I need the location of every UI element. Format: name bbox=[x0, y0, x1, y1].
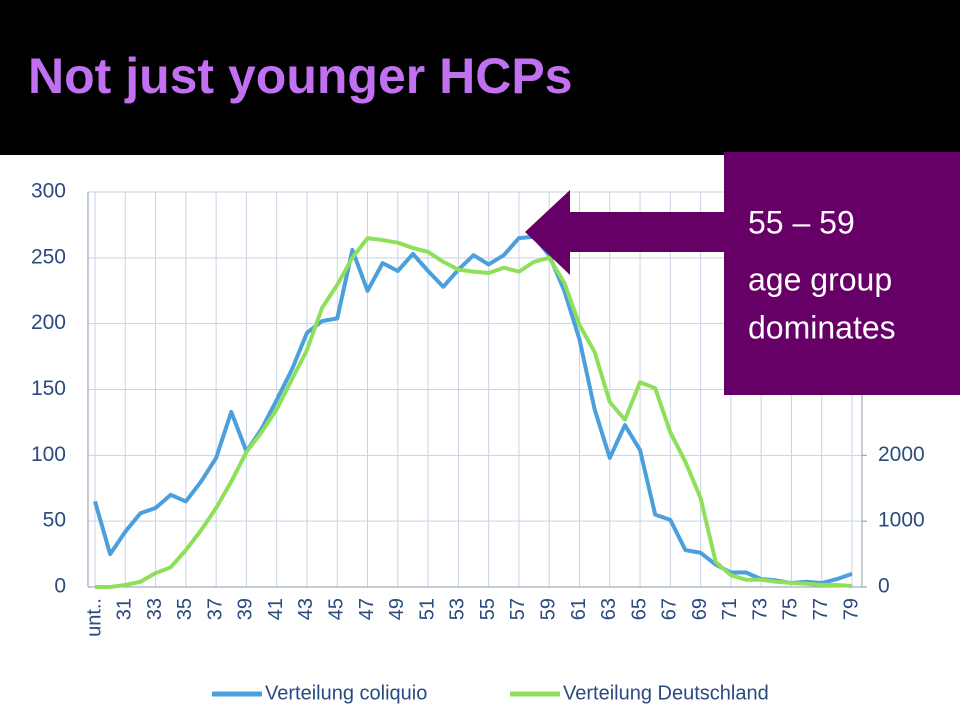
x-tick-label: 45 bbox=[326, 598, 348, 620]
series-line bbox=[95, 236, 853, 589]
x-tick-label: unt.. bbox=[83, 598, 105, 637]
x-tick-label: 65 bbox=[628, 598, 650, 620]
x-tick-label: 41 bbox=[265, 598, 287, 620]
x-tick-label: 75 bbox=[780, 598, 802, 620]
legend-label: Verteilung Deutschland bbox=[563, 682, 769, 704]
y-tick-label: 250 bbox=[31, 245, 66, 268]
x-tick-label: 35 bbox=[174, 598, 196, 620]
callout-text: 55 – 59 bbox=[748, 204, 855, 240]
y-tick-label: 200 bbox=[31, 311, 66, 334]
x-tick-label: 77 bbox=[810, 598, 832, 620]
callout: 55 – 59 age group dominates bbox=[525, 152, 960, 395]
x-tick-label: 57 bbox=[507, 598, 529, 620]
x-tick-label: 51 bbox=[416, 598, 438, 620]
x-tick-label: 39 bbox=[235, 598, 257, 620]
x-tick-label: 71 bbox=[719, 598, 741, 620]
y2-tick-label: 1000 bbox=[878, 509, 925, 532]
x-tick-label: 69 bbox=[689, 598, 711, 620]
x-tick-label: 43 bbox=[295, 598, 317, 620]
x-tick-label: 59 bbox=[537, 598, 559, 620]
x-tick-label: 61 bbox=[568, 598, 590, 620]
x-tick-label: 37 bbox=[204, 598, 226, 620]
y-tick-label: 150 bbox=[31, 377, 66, 400]
x-tick-label: 49 bbox=[386, 598, 408, 620]
x-tick-label: 55 bbox=[477, 598, 499, 620]
x-tick-label: 47 bbox=[356, 598, 378, 620]
y-tick-label: 300 bbox=[31, 180, 66, 203]
x-tick-label: 31 bbox=[114, 598, 136, 620]
x-tick-label: 79 bbox=[840, 598, 862, 620]
callout-box bbox=[724, 152, 960, 395]
slide-title: Not just younger HCPs bbox=[28, 48, 572, 104]
callout-text: dominates bbox=[748, 309, 896, 345]
x-tick-label: 53 bbox=[447, 598, 469, 620]
y-tick-label: 50 bbox=[43, 509, 66, 532]
x-tick-label: 73 bbox=[749, 598, 771, 620]
y2-tick-label: 0 bbox=[878, 575, 890, 598]
x-tick-label: 67 bbox=[659, 598, 681, 620]
y-tick-label: 100 bbox=[31, 443, 66, 466]
callout-arrow bbox=[525, 190, 724, 275]
x-tick-label: 33 bbox=[144, 598, 166, 620]
header-band bbox=[0, 0, 960, 155]
y2-tick-label: 2000 bbox=[878, 443, 925, 466]
legend-label: Verteilung coliquio bbox=[265, 682, 427, 704]
y-tick-label: 0 bbox=[54, 575, 66, 598]
x-tick-label: 63 bbox=[598, 598, 620, 620]
callout-text: age group bbox=[748, 261, 892, 297]
